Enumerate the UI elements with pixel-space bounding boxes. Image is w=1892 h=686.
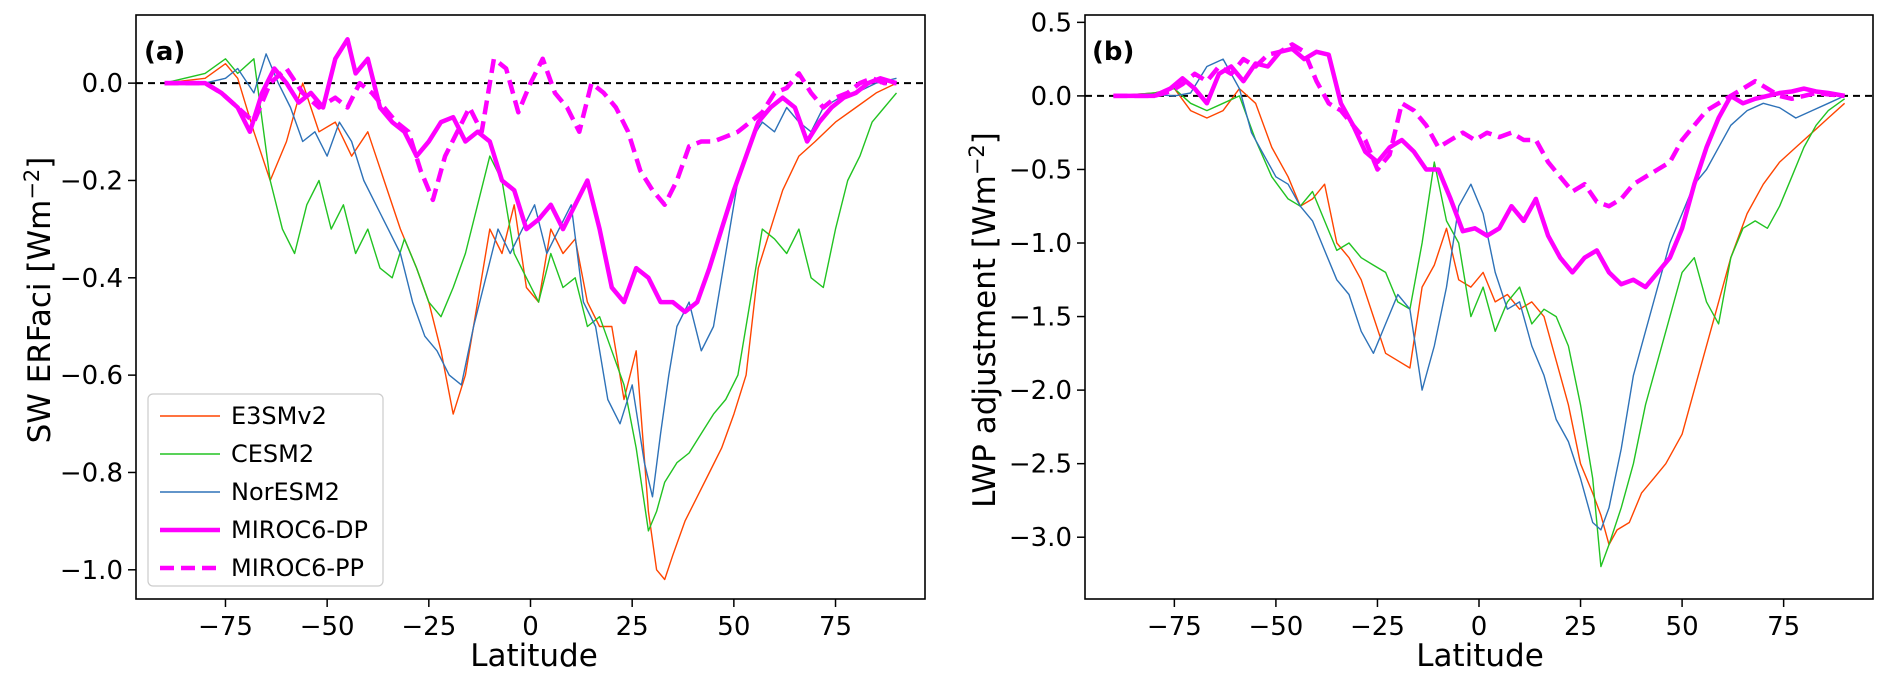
panel-b-label: (b)	[1092, 37, 1134, 67]
panel-a-series-miroc6-pp-line	[164, 56, 897, 208]
panel-a-y-tick-label: −0.2	[60, 166, 123, 196]
panel-b-x-tick-label: 75	[1767, 612, 1800, 642]
panel-b-x-tick-label: 50	[1666, 612, 1699, 642]
panel-b-y-tick-label: −2.5	[1009, 450, 1072, 480]
panel-a-y-tick-label: −1.0	[60, 556, 123, 586]
panel-b-x-tick-label: −25	[1350, 612, 1405, 642]
panel-b-y-tick-label: −0.5	[1009, 155, 1072, 185]
legend-box	[147, 393, 384, 587]
panel-a: (a) Latitude SW ERFaci [Wm−2] −75 −50 −25 0…	[20, 14, 926, 674]
panel-b-y-tick-label: −3.0	[1009, 523, 1072, 553]
legend-label-e3smv2: E3SMv2	[231, 402, 327, 430]
legend-label-cesm2: CESM2	[231, 440, 314, 468]
panel-b-y-axis-label: LWP adjustment [Wm−2]	[965, 132, 1003, 508]
legend-label-noresm2: NorESM2	[231, 478, 340, 506]
panel-b: (b) Latitude LWP adjustment [Wm−2] −75 −5…	[965, 8, 1874, 674]
panel-b-x-axis-label: Latitude	[1416, 638, 1544, 674]
panel-a-y-tick-label: −0.6	[60, 361, 123, 391]
panel-b-x-tick-label: −50	[1248, 612, 1303, 642]
legend-label-miroc6-pp: MIROC6-PP	[231, 554, 364, 582]
panel-b-y-tick-label: 0.5	[1031, 8, 1072, 38]
panel-b-plot-frame	[1084, 14, 1874, 600]
panel-a-x-tick-label: 75	[819, 612, 852, 642]
panel-a-x-tick-label: 0	[522, 612, 539, 642]
panel-b-series-e3smv2-line	[1113, 87, 1846, 546]
panel-a-x-tick-label: −50	[300, 612, 355, 642]
panel-a-series-miroc6-dp-line	[164, 37, 898, 315]
panel-a-y-axis-label: SW ERFaci [Wm−2]	[20, 157, 58, 444]
panel-a-series-cesm2-line	[164, 58, 898, 532]
panel-a-y-tick-label: 0.0	[82, 69, 123, 99]
panel-b-x-tick-label: −75	[1147, 612, 1202, 642]
panel-a-label: (a)	[144, 37, 185, 67]
panel-a-x-tick-label: −25	[401, 612, 456, 642]
legend: E3SMv2 CESM2 NorESM2 MIROC6-DP MIROC6-PP	[147, 393, 384, 587]
panel-a-x-tick-label: 25	[616, 612, 649, 642]
panel-b-y-tick-label: −2.0	[1009, 376, 1072, 406]
panel-a-y-tick-label: −0.8	[60, 458, 123, 488]
panel-b-x-tick-label: 0	[1471, 612, 1488, 642]
panel-b-x-tick-label: 25	[1564, 612, 1597, 642]
panel-a-x-tick-label: 50	[717, 612, 750, 642]
panel-b-series-cesm2-line	[1113, 87, 1846, 568]
panel-b-series-noresm2-line	[1113, 58, 1845, 531]
legend-label-miroc6-dp: MIROC6-DP	[231, 516, 368, 544]
panel-b-y-tick-label: −1.0	[1009, 229, 1072, 259]
panel-b-series-miroc6-dp-line	[1113, 46, 1845, 290]
panel-a-x-tick-label: −75	[198, 612, 253, 642]
panel-b-y-tick-label: −1.5	[1009, 303, 1072, 333]
panel-a-series-e3smv2-line	[164, 63, 897, 581]
panel-b-series-miroc6-pp-line	[1113, 42, 1845, 209]
panel-b-y-tick-label: 0.0	[1031, 82, 1072, 112]
panel-a-y-tick-label: −0.4	[60, 264, 123, 294]
panel-a-x-axis-label: Latitude	[470, 638, 598, 674]
